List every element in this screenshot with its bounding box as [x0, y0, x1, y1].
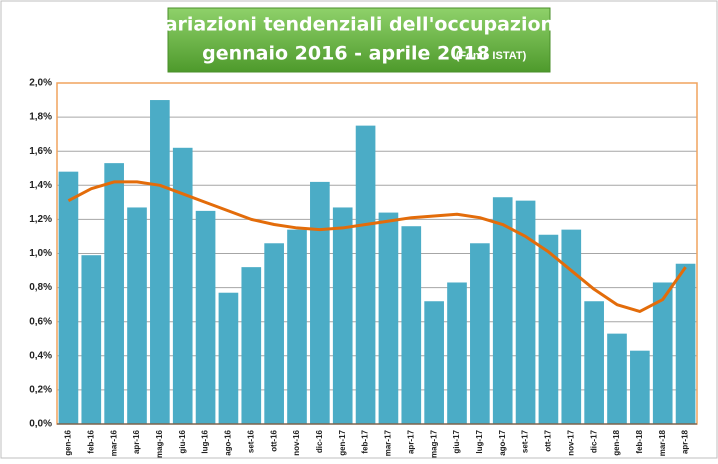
bar — [104, 163, 124, 424]
bar — [652, 282, 673, 424]
x-tick-label: ott-16 — [269, 429, 278, 451]
title-box — [167, 7, 551, 73]
x-tick-label: ott-17 — [544, 429, 553, 451]
x-tick-label: feb-18 — [635, 429, 644, 453]
bar — [561, 229, 582, 424]
x-tick-label: giu-17 — [452, 429, 461, 453]
bar — [675, 263, 696, 424]
x-tick-label: dic-16 — [315, 429, 324, 453]
bar — [195, 210, 216, 424]
bar — [172, 147, 193, 425]
bar — [492, 197, 513, 424]
bar — [127, 207, 147, 424]
x-tick-label: set-16 — [246, 429, 255, 453]
x-tick-label: gen-17 — [338, 429, 347, 455]
x-tick-label: lug-16 — [201, 429, 210, 453]
x-tick-label: mag-17 — [429, 429, 438, 458]
bar — [310, 181, 330, 424]
y-tick-label: 1,4% — [29, 180, 52, 191]
bar — [584, 301, 604, 424]
bar — [401, 226, 422, 424]
x-tick-label: dic-17 — [589, 429, 598, 453]
y-tick-label: 1,0% — [29, 248, 52, 259]
chart-subtitle: gennaio 2016 - aprile 2018 — [202, 43, 490, 65]
bar — [332, 207, 353, 424]
bar — [58, 171, 79, 424]
bar — [470, 243, 490, 424]
x-tick-label: apr-18 — [681, 429, 690, 454]
y-tick-label: 0,4% — [29, 350, 52, 361]
x-tick-label: feb-17 — [361, 429, 370, 453]
x-tick-label: set-17 — [521, 429, 530, 453]
y-tick-label: 2,0% — [29, 78, 52, 89]
y-tick-label: 1,6% — [29, 146, 52, 157]
x-tick-label: giu-16 — [178, 429, 187, 453]
y-tick-label: 1,2% — [29, 214, 52, 225]
bar — [424, 301, 444, 424]
bar — [538, 234, 559, 424]
chart-title: Variazioni tendenziali dell'occupazione — [151, 14, 567, 36]
bar — [264, 243, 284, 424]
y-tick-label: 0,0% — [29, 419, 52, 430]
y-tick-label: 0,6% — [29, 316, 52, 327]
bar — [218, 292, 239, 424]
bar — [378, 212, 399, 424]
x-tick-label: ago-16 — [224, 429, 233, 455]
y-tick-label: 1,8% — [29, 112, 52, 123]
y-tick-label: 0,2% — [29, 385, 52, 396]
bar — [150, 100, 170, 425]
y-tick-label: 0,8% — [29, 282, 52, 293]
x-tick-label: nov-16 — [292, 429, 301, 455]
x-tick-label: gen-16 — [64, 429, 73, 455]
bar — [515, 200, 536, 424]
bar — [630, 350, 650, 424]
x-tick-label: mar-17 — [384, 429, 393, 456]
x-tick-label: nov-17 — [566, 429, 575, 455]
x-tick-label: feb-16 — [86, 429, 95, 453]
bar — [447, 282, 467, 424]
bar — [607, 333, 627, 424]
x-tick-label: mar-16 — [109, 429, 118, 456]
x-tick-label: mag-16 — [155, 429, 164, 458]
bar — [241, 267, 262, 424]
trend-line — [67, 180, 687, 313]
bar — [287, 229, 307, 424]
source-note: (Fonte ISTAT) — [456, 50, 527, 62]
bar — [81, 255, 102, 424]
x-tick-label: apr-16 — [132, 429, 141, 454]
x-tick-label: apr-17 — [406, 429, 415, 454]
x-tick-label: ago-17 — [498, 429, 507, 455]
x-tick-label: mar-18 — [658, 429, 667, 456]
x-tick-label: gen-18 — [612, 429, 621, 455]
x-tick-label: lug-17 — [475, 429, 484, 453]
bar — [355, 125, 376, 424]
